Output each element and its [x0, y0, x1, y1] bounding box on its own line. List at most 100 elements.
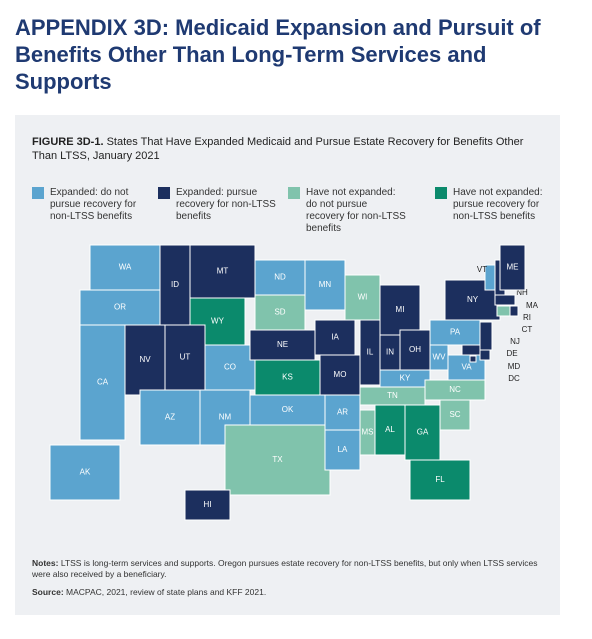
state-label: MO: [334, 370, 347, 379]
state-label: AL: [385, 425, 395, 434]
notes-text: LTSS is long-term services and supports.…: [32, 558, 538, 579]
state-label: NV: [139, 355, 151, 364]
state-label: WV: [433, 353, 447, 362]
figure-label: FIGURE 3D-1.: [32, 136, 104, 148]
state: [314, 319, 356, 356]
figure-title: States That Have Expanded Medicaid and P…: [32, 136, 524, 162]
state: [409, 459, 471, 501]
state-label: NC: [449, 385, 461, 394]
state: [139, 389, 201, 446]
state-label: ID: [171, 280, 179, 289]
state: [79, 324, 126, 441]
state-label: VT: [477, 265, 487, 274]
state: [496, 305, 511, 317]
state-label: AK: [80, 468, 91, 477]
state: [379, 369, 431, 388]
source: Source: MACPAC, 2021, review of state pl…: [32, 587, 542, 598]
state-label: AR: [337, 408, 348, 417]
state-label: TN: [387, 391, 398, 400]
state: [189, 244, 256, 299]
state: [461, 344, 481, 356]
state-label: NM: [219, 413, 232, 422]
state-label: IL: [367, 348, 374, 357]
state: [254, 359, 321, 396]
state: [379, 284, 421, 336]
state: [184, 489, 231, 521]
legend-swatch: [288, 187, 300, 199]
state-label: MI: [396, 305, 405, 314]
state-label: ME: [507, 263, 519, 272]
state-label: LA: [338, 445, 348, 454]
state-label: AZ: [165, 413, 175, 422]
state-label: MN: [319, 280, 332, 289]
state: [324, 394, 361, 431]
state: [159, 244, 191, 326]
legend-item: Have not expanded: do not pursue recover…: [288, 187, 406, 235]
state-label: MS: [362, 428, 374, 437]
state: [249, 329, 316, 361]
state: [204, 344, 256, 391]
state: [509, 305, 519, 317]
legend-swatch: [158, 187, 170, 199]
legend-label: Have not expanded: do not pursue recover…: [306, 187, 406, 234]
state-label: CA: [97, 378, 109, 387]
state-label: MA: [526, 301, 539, 310]
state: [304, 259, 346, 311]
figure-panel: FIGURE 3D-1. States That Have Expanded M…: [15, 115, 560, 615]
source-text: MACPAC, 2021, review of state plans and …: [66, 587, 267, 597]
legend-label: Expanded: do not pursue recovery for non…: [50, 187, 137, 222]
state-label: VA: [461, 363, 472, 372]
state-label: KS: [282, 373, 293, 382]
state-label: ND: [274, 273, 286, 282]
state: [224, 424, 331, 496]
state: [49, 444, 121, 501]
state-label: MT: [217, 267, 229, 276]
state: [344, 274, 381, 321]
state: [254, 294, 306, 331]
state: [439, 399, 471, 431]
note: Notes: LTSS is long-term services and su…: [32, 558, 542, 580]
state-label: WI: [358, 293, 368, 302]
state-label: IN: [386, 348, 394, 357]
state-label: OR: [114, 303, 126, 312]
state-label: CT: [522, 325, 533, 334]
state: [249, 394, 326, 426]
state-label: NE: [277, 340, 288, 349]
state-label: TX: [272, 455, 283, 464]
map: WA OR CA NV ID MT WY UT CO AZ NM ND SD NE KS OK TX MN WI MI…: [49, 244, 539, 521]
state: [494, 294, 516, 306]
state-label: DC: [508, 374, 520, 383]
notes-label: Notes:: [32, 558, 59, 568]
state: [447, 354, 486, 381]
state-label: IA: [331, 333, 339, 342]
state-label: OH: [409, 345, 421, 354]
notes: Notes: LTSS is long-term services and su…: [32, 558, 542, 605]
state-label: DE: [506, 349, 517, 358]
state: [374, 404, 406, 456]
source-label: Source:: [32, 587, 64, 597]
figure-caption: FIGURE 3D-1. States That Have Expanded M…: [32, 135, 532, 163]
state-label: HI: [204, 500, 212, 509]
state: [399, 329, 431, 371]
state-label: SD: [274, 308, 285, 317]
state-label: UT: [180, 353, 191, 362]
legend-swatch: [435, 187, 447, 199]
state-label: CO: [224, 363, 236, 372]
state: [469, 355, 477, 363]
page-title: APPENDIX 3D: Medicaid Expansion and Purs…: [15, 15, 541, 94]
legend-swatch: [32, 187, 44, 199]
legend-item: Expanded: pursue recovery for non-LTSS b…: [158, 187, 276, 223]
legend-label: Expanded: pursue recovery for non-LTSS b…: [176, 187, 276, 222]
state: [324, 429, 361, 471]
state: [319, 354, 361, 396]
state-label: OK: [282, 405, 294, 414]
state-label: PA: [450, 328, 461, 337]
state: [479, 349, 491, 361]
state: [479, 321, 493, 351]
legend-label: Have not expanded: pursue recovery for n…: [453, 187, 543, 222]
state-label: WY: [211, 317, 225, 326]
state-label: GA: [417, 428, 429, 437]
state-label: NY: [467, 295, 479, 304]
state-label: NJ: [510, 337, 520, 346]
